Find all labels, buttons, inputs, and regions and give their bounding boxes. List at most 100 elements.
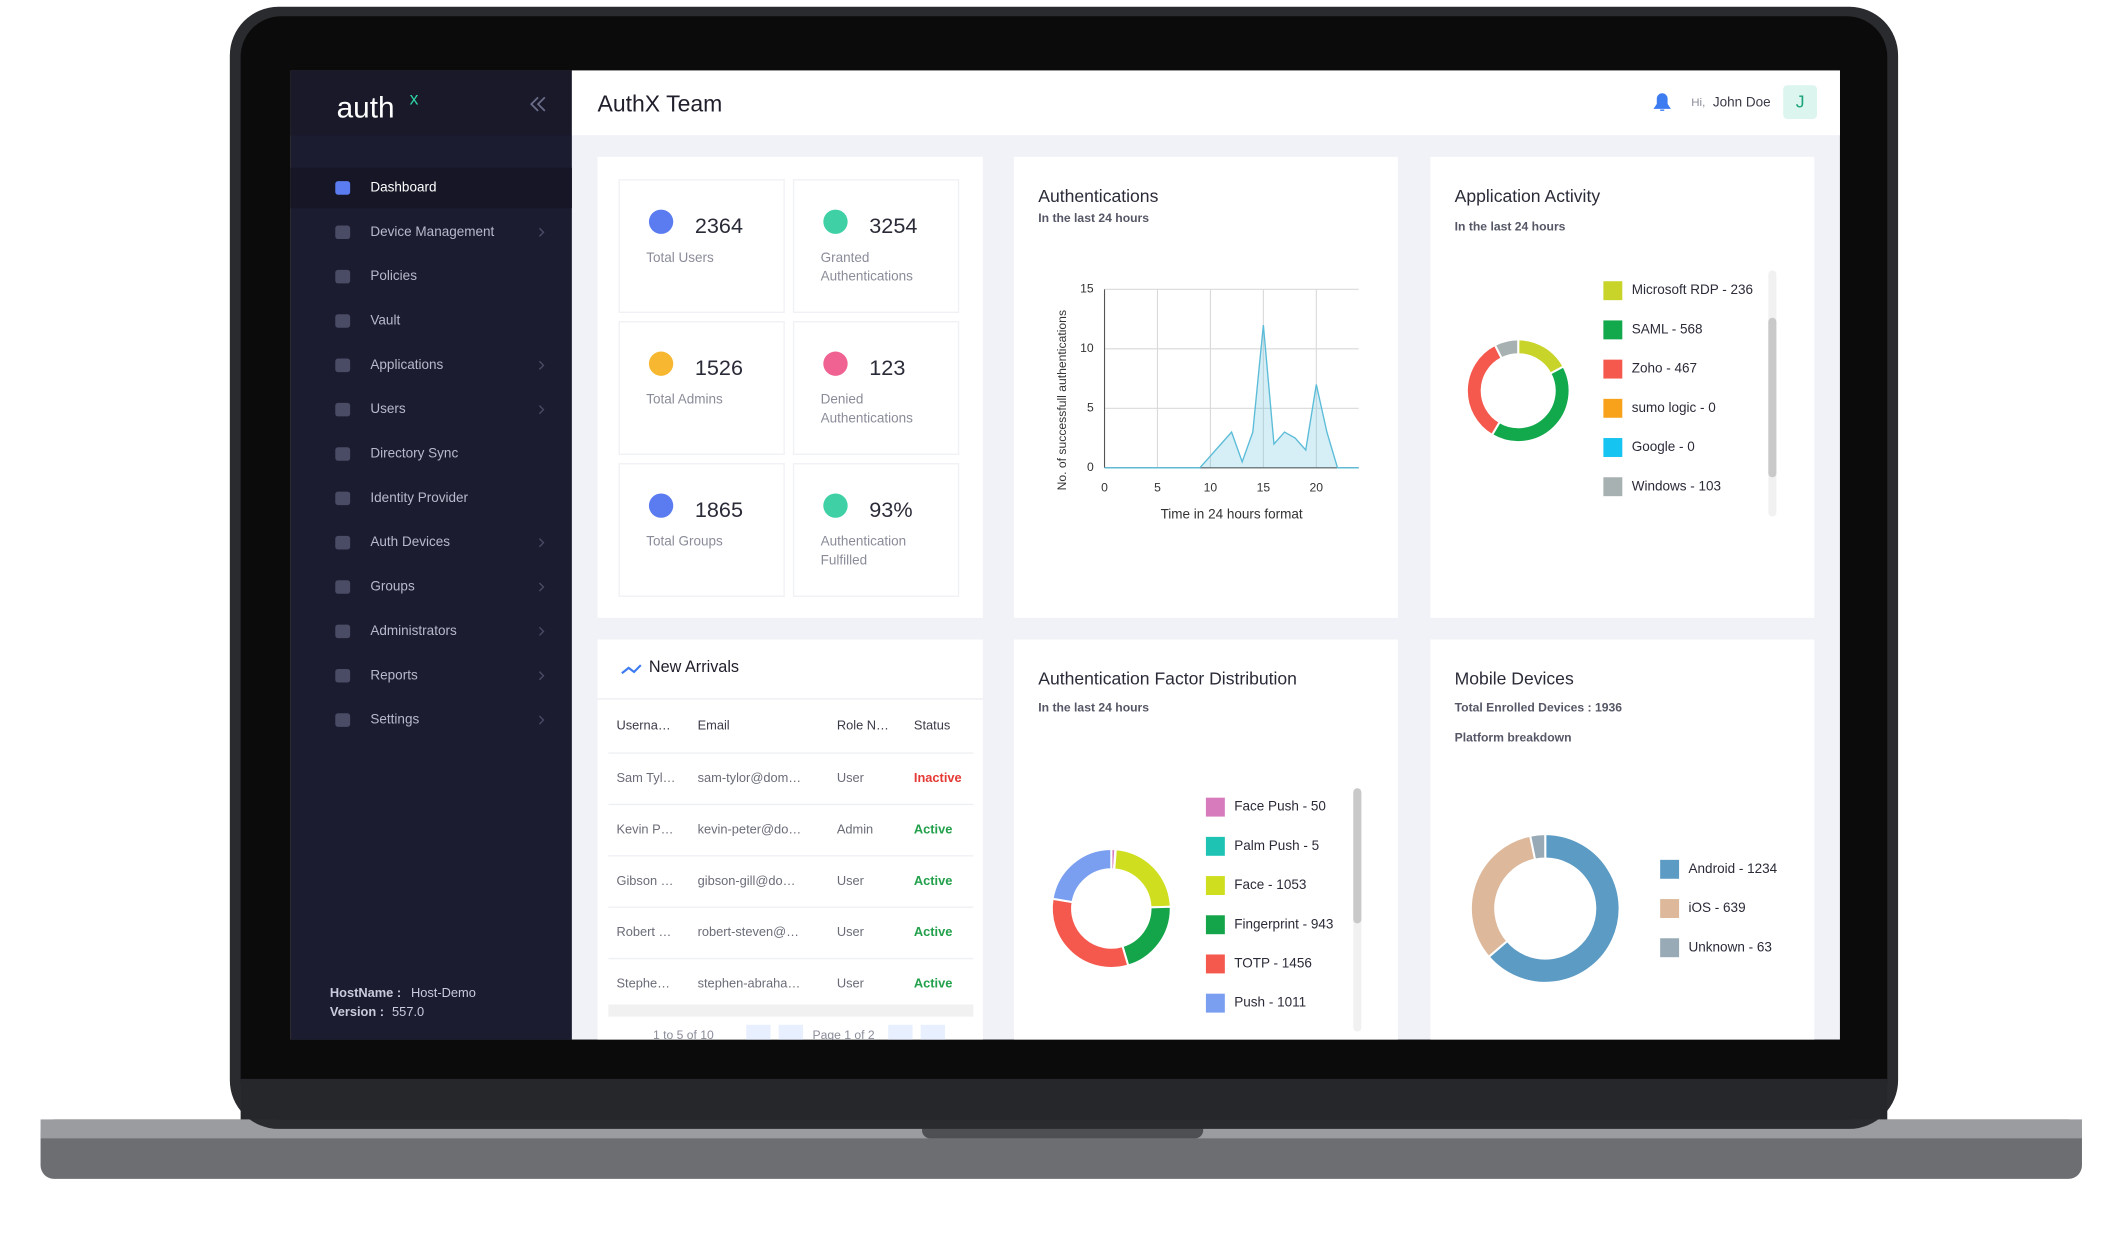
menu-item[interactable]: Policies	[370, 268, 417, 283]
menu-item[interactable]: Reports	[370, 667, 418, 682]
menu-icon	[335, 713, 351, 727]
stat-tile	[792, 321, 960, 455]
legend-label[interactable]: Zoho - 467	[1632, 361, 1697, 376]
y-tick-label: 15	[1080, 282, 1094, 296]
page-next[interactable]	[888, 1024, 913, 1044]
menu-item[interactable]: Dashboard	[370, 180, 436, 195]
chart-subtitle: In the last 24 hours	[1455, 219, 1566, 233]
legend-label[interactable]: Microsoft RDP - 236	[1632, 282, 1753, 297]
legend-swatch	[1205, 954, 1225, 974]
legend-label[interactable]: Face - 1053	[1234, 877, 1306, 892]
menu-icon	[335, 225, 351, 240]
menu-item[interactable]: Vault	[370, 313, 400, 328]
legend-swatch	[1205, 836, 1225, 856]
version-label: Version :	[330, 1004, 384, 1019]
legend-label[interactable]: Push - 1011	[1234, 995, 1306, 1010]
version: 557.0	[392, 1004, 424, 1019]
menu-item[interactable]: Settings	[370, 712, 419, 727]
submenu-chevron	[538, 405, 545, 415]
stat-icon	[823, 351, 848, 376]
table-cell: Gibson …	[616, 873, 673, 888]
page-first[interactable]	[746, 1024, 771, 1044]
page-title: AuthX Team	[598, 91, 723, 117]
legend-label[interactable]: Android - 1234	[1689, 861, 1778, 876]
avatar-letter: J	[1796, 91, 1805, 111]
line	[1104, 324, 1359, 469]
stat-label: Granted	[821, 250, 870, 265]
avatar[interactable]	[1783, 85, 1817, 119]
stat-tile	[618, 463, 785, 597]
legend-label[interactable]: Google - 0	[1632, 439, 1695, 454]
y-tick-label: 10	[1080, 341, 1094, 355]
legend-label[interactable]: sumo logic - 0	[1632, 400, 1716, 415]
bell-icon[interactable]	[1653, 93, 1671, 111]
chart-title: Authentications	[1038, 186, 1158, 206]
stat-label: Authentication	[821, 534, 907, 549]
header	[571, 70, 1840, 136]
chart-subtitle: In the last 24 hours	[1038, 211, 1149, 225]
legend-swatch	[1205, 797, 1225, 817]
table-cell: robert-steven@…	[698, 924, 799, 939]
stat-value: 1526	[695, 355, 743, 380]
page-prev[interactable]	[778, 1024, 804, 1044]
column-header: Role N…	[837, 717, 889, 732]
scrollbar[interactable]	[1768, 317, 1777, 478]
donut-segment	[1051, 848, 1113, 904]
menu-item[interactable]: Auth Devices	[370, 534, 450, 549]
area	[1104, 325, 1359, 468]
menu-icon	[335, 314, 351, 328]
card	[1430, 156, 1815, 618]
legend-label[interactable]: Fingerprint - 943	[1234, 916, 1333, 931]
menu-item[interactable]: Users	[370, 401, 406, 416]
page-last[interactable]	[920, 1024, 945, 1044]
legend-label[interactable]: TOTP - 1456	[1234, 956, 1312, 971]
stat-icon	[823, 493, 848, 518]
screen: auth x Dashboard Device Management Policies V…	[290, 70, 1840, 1044]
menu-item[interactable]: Directory Sync	[370, 446, 458, 461]
legend-swatch	[1603, 438, 1623, 457]
collapse-icon[interactable]	[530, 96, 546, 112]
chart-title: Application Activity	[1455, 186, 1601, 206]
table-cell: Inactive	[914, 770, 962, 785]
hostname-label: HostName :	[330, 985, 401, 1000]
table-cell: Active	[914, 924, 953, 939]
legend-label[interactable]: Face Push - 50	[1234, 799, 1326, 814]
donut-segment	[1493, 338, 1520, 360]
menu-item[interactable]: Groups	[370, 579, 415, 594]
donut-segment	[1528, 833, 1547, 861]
table-cell: Kevin P…	[616, 821, 673, 836]
legend-label[interactable]: Unknown - 63	[1689, 939, 1772, 954]
stat-label: Total Admins	[646, 392, 723, 407]
y-tick-label: 0	[1087, 460, 1094, 474]
stat-tile	[618, 321, 785, 455]
legend-swatch	[1603, 320, 1623, 340]
stat-icon	[648, 493, 674, 518]
card	[597, 639, 983, 1040]
table-cell: User	[837, 924, 865, 939]
sidebar	[290, 70, 572, 1040]
column-header: Status	[914, 717, 950, 732]
x-axis-label: Time in 24 hours format	[1161, 507, 1303, 522]
bezel-chin	[240, 1078, 1888, 1120]
legend-label[interactable]: Windows - 103	[1632, 478, 1721, 493]
legend-label[interactable]: SAML - 568	[1632, 321, 1703, 336]
h-scrollbar[interactable]	[608, 1004, 974, 1017]
submenu-chevron	[538, 715, 545, 725]
pagination-buttons	[746, 1024, 945, 1044]
menu-item[interactable]: Administrators	[370, 623, 457, 638]
stat-label: Authentications	[821, 411, 914, 426]
stat-value: 93%	[869, 497, 912, 522]
table-cell: Active	[914, 976, 953, 991]
table-cell: Active	[914, 821, 953, 836]
logo-sup: x	[410, 89, 419, 109]
pagination-range: 1 to 5 of 10	[653, 1028, 714, 1042]
menu-item[interactable]: Device Management	[370, 224, 494, 239]
legend-label[interactable]: Palm Push - 5	[1234, 838, 1319, 853]
legend-label[interactable]: iOS - 639	[1689, 900, 1746, 915]
menu-item[interactable]: Applications	[370, 357, 443, 372]
menu-item[interactable]: Identity Provider	[370, 490, 468, 505]
scrollbar[interactable]	[1353, 788, 1362, 924]
y-tick-label: 5	[1087, 401, 1094, 415]
